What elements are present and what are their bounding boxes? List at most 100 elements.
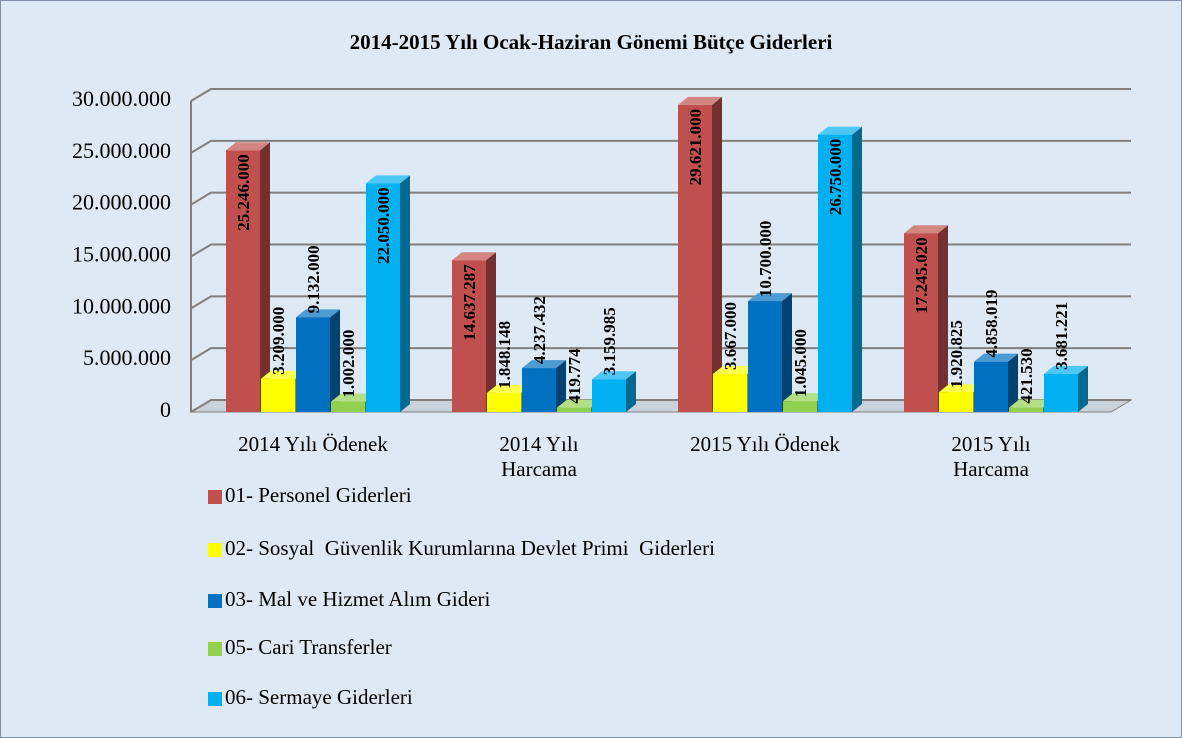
bar-top xyxy=(592,371,636,380)
bar xyxy=(818,126,862,413)
x-tick-label: 2014 Yılı Ödenek xyxy=(238,432,388,456)
bar-front xyxy=(783,401,817,412)
data-label: 1.848.148 xyxy=(495,321,514,389)
bar-top xyxy=(904,225,948,234)
data-label: 17.245.020 xyxy=(912,237,931,314)
bar-front xyxy=(296,317,330,412)
bar-front xyxy=(592,379,626,412)
bar-front xyxy=(452,260,486,412)
data-label: 25.246.000 xyxy=(234,154,253,231)
data-label: 9.132.000 xyxy=(304,245,323,313)
bar-top xyxy=(557,399,601,408)
data-label: 1.920.825 xyxy=(947,320,966,388)
legend-label: 05- Cari Transferler xyxy=(225,635,392,659)
bar-front xyxy=(366,183,400,412)
bar-side xyxy=(400,175,410,412)
bar-front xyxy=(974,361,1008,412)
data-label: 3.667.000 xyxy=(721,302,740,370)
y-tick-label: 5.000.000 xyxy=(83,345,171,370)
bar xyxy=(1044,365,1088,412)
bar-side xyxy=(1078,365,1088,412)
bar-front xyxy=(713,373,747,412)
legend-swatch xyxy=(208,490,222,504)
y-tick-label: 0 xyxy=(160,397,171,422)
bar-top xyxy=(487,384,531,393)
bar-top xyxy=(678,96,722,105)
bar-top xyxy=(748,293,792,302)
bar-top xyxy=(226,142,270,151)
data-label: 3.159.985 xyxy=(600,307,619,375)
bar-top xyxy=(1009,399,1053,408)
legend-label: 06- Sermaye Giderleri xyxy=(225,685,413,709)
bar-top xyxy=(296,309,340,318)
data-label: 1.002.000 xyxy=(339,330,358,398)
bar-side xyxy=(626,371,636,412)
bar xyxy=(974,353,1018,412)
bar-front xyxy=(904,233,938,412)
bar-front xyxy=(522,368,556,412)
bar-top xyxy=(818,126,862,135)
data-label: 14.637.287 xyxy=(460,264,479,341)
chart-title: 2014-2015 Yılı Ocak-Haziran Gönemi Bütçe… xyxy=(350,30,833,54)
bar-top xyxy=(331,393,375,402)
bar xyxy=(592,371,636,412)
data-label: 1.045.000 xyxy=(791,329,810,397)
bar-side xyxy=(938,225,948,412)
bar xyxy=(452,252,496,412)
bar-top xyxy=(783,393,827,402)
bar-side xyxy=(782,293,792,412)
data-label: 26.750.000 xyxy=(826,139,845,216)
legend-swatch xyxy=(208,642,222,656)
data-label: 3.209.000 xyxy=(269,307,288,375)
legend-label: 03- Mal ve Hizmet Alım Gideri xyxy=(225,587,491,611)
bar-top xyxy=(939,384,983,393)
bar-front xyxy=(331,401,365,412)
data-label: 10.700.000 xyxy=(756,221,775,298)
legend-label: 02- Sosyal Güvenlik Kurumlarına Devlet P… xyxy=(225,536,715,560)
legend-swatch xyxy=(208,594,222,608)
bar-top xyxy=(1044,365,1088,374)
grid-line xyxy=(190,243,1131,258)
bar-front xyxy=(261,378,295,412)
bar-front xyxy=(939,392,973,412)
bar-top xyxy=(713,365,757,374)
data-label: 4.858.019 xyxy=(982,290,1001,358)
bar-front xyxy=(748,301,782,412)
bar-front xyxy=(226,150,260,412)
bar-front xyxy=(818,134,852,413)
y-tick-label: 25.000.000 xyxy=(72,138,171,163)
bar-top xyxy=(974,353,1018,362)
data-label: 3.681.221 xyxy=(1052,302,1071,370)
data-label: 421.530 xyxy=(1017,348,1036,403)
bar-side xyxy=(330,309,340,412)
bar-top xyxy=(261,370,305,379)
bar xyxy=(296,309,340,412)
legend-swatch xyxy=(208,543,222,557)
bar-side xyxy=(712,96,722,413)
data-label: 22.050.000 xyxy=(374,187,393,263)
x-tick-label: 2015 Yılı Ödenek xyxy=(690,432,840,456)
y-tick-label: 10.000.000 xyxy=(72,293,171,318)
grid-line xyxy=(190,139,1131,154)
bar-front xyxy=(1044,373,1078,412)
bar-front xyxy=(1009,407,1043,412)
bar-side xyxy=(1008,353,1018,412)
bar-top xyxy=(366,175,410,184)
bar-side xyxy=(852,126,862,413)
y-tick-label: 30.000.000 xyxy=(72,86,171,111)
legend-swatch xyxy=(208,692,222,706)
y-tick-label: 20.000.000 xyxy=(72,190,171,215)
bar xyxy=(522,360,566,412)
x-tick-label: 2014 Yılı Harcama xyxy=(499,432,579,481)
data-label: 29.621.000 xyxy=(686,109,705,186)
legend-label: 01- Personel Giderleri xyxy=(225,483,412,507)
bar-front xyxy=(678,104,712,413)
bar-side xyxy=(260,142,270,412)
bar-front xyxy=(487,392,521,412)
data-label: 419.774 xyxy=(565,348,584,404)
data-label: 4.237.432 xyxy=(530,296,549,364)
bar xyxy=(748,293,792,412)
y-tick-label: 15.000.000 xyxy=(72,242,171,267)
bar-side xyxy=(486,252,496,412)
